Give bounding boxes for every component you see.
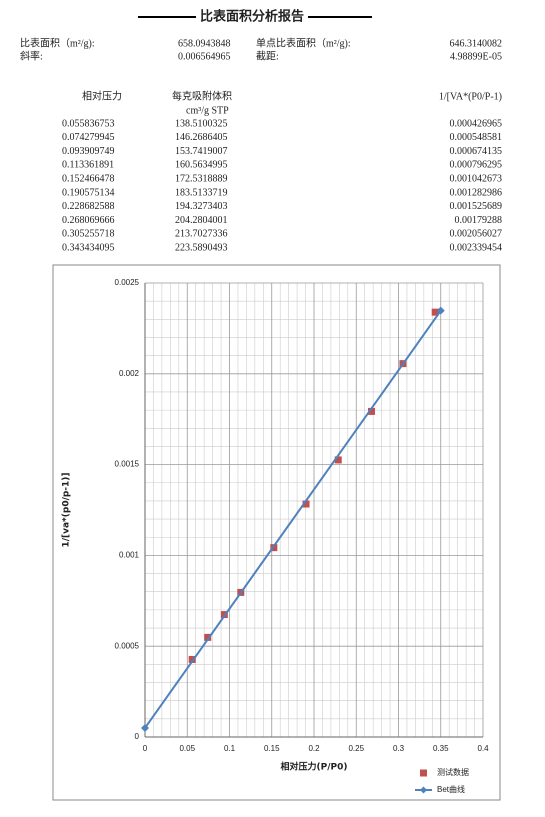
table-cell: 223.5890493 bbox=[175, 242, 228, 253]
table-cell: 0.152466478 bbox=[62, 173, 115, 184]
x-tick-label: 0.25 bbox=[348, 744, 364, 753]
table-header: 每克吸附体积 bbox=[172, 89, 232, 102]
y-tick-label: 0 bbox=[135, 732, 140, 741]
line-marker bbox=[141, 723, 149, 732]
table-cell: 0.305255718 bbox=[62, 229, 115, 240]
table-cell: 153.7419007 bbox=[175, 146, 228, 157]
bet-line bbox=[144, 310, 442, 729]
table-cell: 0.000426965 bbox=[450, 118, 503, 129]
info-label: 斜率: bbox=[20, 49, 43, 62]
table-cell: 183.5133719 bbox=[175, 187, 228, 198]
table-cell: 0.343434095 bbox=[62, 242, 115, 253]
table-cell: 0.002339454 bbox=[450, 242, 503, 253]
table-cell: 194.3273403 bbox=[175, 201, 228, 212]
chart-frame bbox=[52, 264, 501, 801]
x-tick-label: 0.15 bbox=[264, 744, 280, 753]
table-header: 1/[VA*(P0/P-1) bbox=[439, 91, 502, 102]
title: 比表面积分析报告 bbox=[200, 9, 304, 25]
x-tick-label: 0.4 bbox=[477, 744, 489, 753]
table-cell: 172.5318889 bbox=[175, 173, 228, 184]
info-value: 646.3140082 bbox=[450, 38, 503, 49]
y-tick-label: 0.002 bbox=[119, 369, 140, 378]
info-label: 截距: bbox=[256, 49, 279, 62]
table-cell: 0.228682588 bbox=[62, 201, 115, 212]
table-cell: 0.001525689 bbox=[450, 201, 503, 212]
scatter-point bbox=[188, 655, 196, 663]
table-cell: 213.7027336 bbox=[175, 229, 228, 240]
legend-label: Bet曲线 bbox=[437, 784, 465, 794]
table-cell: 0.00179288 bbox=[455, 215, 503, 226]
y-axis-label: 1/[va*(p0/p-1)] bbox=[62, 472, 72, 547]
info-value: 4.98899E-05 bbox=[450, 51, 502, 62]
y-tick-label: 0.0015 bbox=[115, 460, 140, 469]
table-header: cm³/g STP bbox=[186, 105, 229, 116]
legend-swatch bbox=[420, 786, 427, 794]
scatter-point bbox=[431, 308, 439, 316]
table-cell: 0.001282986 bbox=[450, 187, 503, 198]
table-cell: 0.001042673 bbox=[450, 173, 503, 184]
x-tick-label: 0 bbox=[143, 744, 148, 753]
x-tick-label: 0.2 bbox=[308, 744, 320, 753]
x-tick-label: 0.3 bbox=[393, 744, 405, 753]
scatter-point bbox=[334, 456, 342, 464]
info-value: 658.0943848 bbox=[178, 38, 231, 49]
legend-swatch bbox=[420, 769, 427, 777]
table-cell: 160.5634995 bbox=[175, 160, 228, 171]
table-cell: 0.190575134 bbox=[62, 187, 115, 198]
x-tick-label: 0.05 bbox=[179, 744, 195, 753]
table-cell: 0.093909749 bbox=[62, 146, 115, 157]
table-cell: 0.055836753 bbox=[62, 118, 115, 129]
x-tick-label: 0.1 bbox=[224, 744, 236, 753]
legend-label: 测试数据 bbox=[437, 767, 469, 777]
table-cell: 0.113361891 bbox=[62, 160, 114, 171]
y-tick-label: 0.0005 bbox=[115, 641, 140, 650]
info-label: 比表面积（m²/g): bbox=[20, 36, 95, 49]
info-label: 单点比表面积（m²/g): bbox=[256, 36, 351, 49]
table-cell: 204.2804001 bbox=[175, 215, 228, 226]
y-tick-label: 0.0025 bbox=[115, 278, 140, 287]
line-marker bbox=[436, 306, 445, 315]
x-axis-label: 相对压力(P/P0) bbox=[281, 761, 348, 773]
scatter-point bbox=[368, 407, 376, 415]
scatter-point bbox=[302, 500, 310, 508]
table-cell: 0.000796295 bbox=[450, 160, 503, 171]
table-cell: 0.000548581 bbox=[450, 132, 503, 143]
y-tick-label: 0.001 bbox=[119, 551, 140, 560]
x-tick-label: 0.35 bbox=[433, 744, 449, 753]
scatter-point bbox=[204, 633, 212, 641]
table-header: 相对压力 bbox=[82, 89, 122, 102]
table-cell: 0.002056027 bbox=[450, 229, 503, 240]
table-cell: 0.074279945 bbox=[62, 132, 115, 143]
table-cell: 138.5100325 bbox=[175, 118, 228, 129]
table-cell: 0.268069666 bbox=[62, 215, 115, 226]
info-value: 0.006564965 bbox=[178, 51, 231, 62]
table-cell: 146.2686405 bbox=[175, 132, 228, 143]
table-cell: 0.000674135 bbox=[450, 146, 503, 157]
